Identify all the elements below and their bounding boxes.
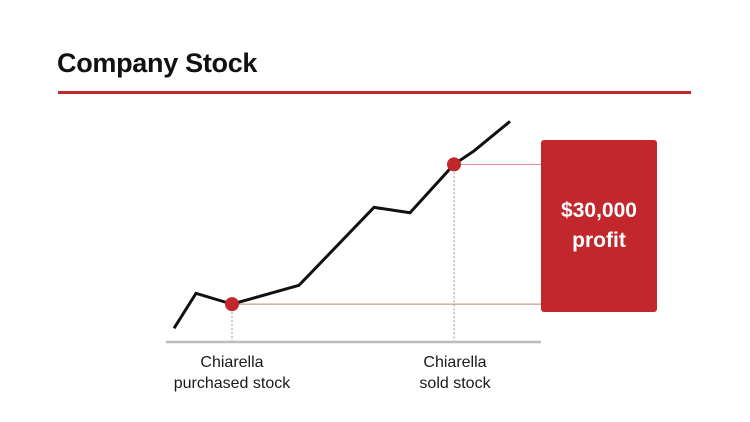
profit-amount: $30,000 xyxy=(561,199,637,222)
profit-callout: $30,000 profit xyxy=(541,140,657,312)
purchase-caption-name: Chiarella xyxy=(200,354,264,371)
purchase-caption: Chiarella purchased stock xyxy=(152,352,312,394)
sale-caption-action: sold stock xyxy=(419,375,491,392)
sale-caption: Chiarella sold stock xyxy=(380,352,530,394)
event-markers xyxy=(225,157,461,312)
guide-lines xyxy=(231,163,541,342)
stock-price-line xyxy=(172,120,511,330)
sale-point-marker xyxy=(447,157,461,172)
sale-caption-name: Chiarella xyxy=(423,354,487,371)
purchase-point-marker xyxy=(225,297,239,312)
purchase-caption-action: purchased stock xyxy=(173,375,291,392)
title-underline xyxy=(58,91,691,94)
profit-label: profit xyxy=(572,229,626,252)
page-title: Company Stock xyxy=(57,48,258,78)
